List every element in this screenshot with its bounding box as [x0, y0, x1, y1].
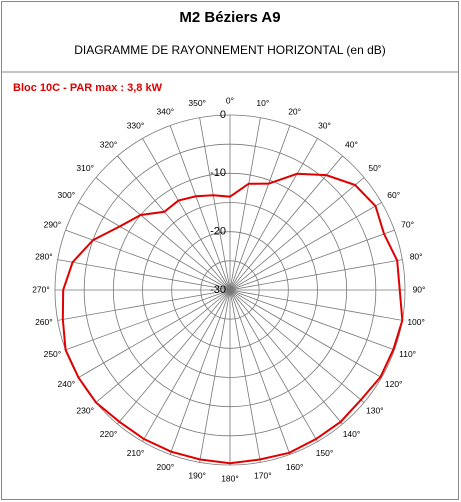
spoke [57, 259, 231, 291]
angle-label: 120° [385, 379, 403, 389]
spoke [57, 289, 231, 321]
angle-label: 180° [221, 473, 239, 483]
angle-label: 250° [44, 349, 62, 359]
spoke [229, 289, 403, 321]
angle-label: 20° [288, 107, 301, 117]
spoke [229, 202, 382, 291]
angle-label: 280° [35, 251, 53, 261]
angle-label: 100° [407, 317, 425, 327]
series-line [61, 172, 404, 465]
angle-label: 140° [343, 429, 361, 439]
angle-label: 70° [401, 220, 414, 230]
angle-label: 240° [58, 379, 76, 389]
spoke [229, 289, 365, 403]
spoke [229, 289, 395, 351]
spoke [78, 202, 231, 291]
angle-label: 340° [157, 107, 175, 117]
spoke [142, 138, 231, 291]
spoke [117, 155, 231, 291]
angle-label: 220° [100, 429, 118, 439]
angle-label: 190° [188, 470, 206, 480]
angle-label: 60° [387, 190, 400, 200]
angle-label: 150° [316, 448, 334, 458]
angle-label: 90° [413, 284, 426, 294]
angle-label: 80° [410, 251, 423, 261]
spoke [95, 289, 231, 403]
spoke [229, 259, 403, 291]
spoke [229, 125, 291, 291]
spoke [229, 155, 343, 291]
angle-label: 310° [76, 163, 94, 173]
angle-label: 260° [35, 317, 53, 327]
legend-label: Bloc 10C - PAR max : 3,8 kW [13, 82, 163, 94]
r-tick-label: -30 [210, 284, 226, 296]
spoke [169, 125, 231, 291]
spoke [229, 289, 343, 425]
spoke [229, 138, 318, 291]
angle-label: 0° [226, 95, 234, 105]
r-tick-label: 0 [220, 109, 226, 121]
angle-label: 170° [254, 470, 272, 480]
spoke [199, 289, 231, 463]
spoke [229, 289, 261, 463]
angle-label: 210° [127, 448, 145, 458]
chart-title: M2 Béziers A9 [179, 9, 280, 26]
angle-label: 200° [157, 462, 175, 472]
spoke [199, 117, 231, 291]
spoke [229, 289, 318, 442]
angle-label: 160° [286, 462, 304, 472]
spoke [229, 289, 291, 455]
spoke [229, 229, 395, 291]
angle-label: 230° [76, 406, 94, 416]
angle-label: 40° [345, 139, 358, 149]
angle-label: 30° [318, 121, 331, 131]
r-tick-label: -10 [210, 167, 226, 179]
spoke [229, 117, 261, 291]
spoke [65, 289, 231, 351]
spoke [117, 289, 231, 425]
chart-subtitle: DIAGRAMME DE RAYONNEMENT HORIZONTAL (en … [74, 43, 386, 57]
spoke [142, 289, 231, 442]
angle-label: 130° [366, 406, 384, 416]
angle-label: 320° [100, 139, 118, 149]
spoke [169, 289, 231, 455]
spoke [95, 177, 231, 291]
angle-label: 10° [256, 98, 269, 108]
angle-label: 330° [127, 121, 145, 131]
spoke [78, 289, 231, 378]
r-tick-label: -20 [210, 226, 226, 238]
angle-label: 110° [399, 349, 416, 359]
spoke [229, 289, 382, 378]
angle-label: 50° [368, 163, 381, 173]
spoke [229, 177, 365, 291]
angle-label: 300° [58, 190, 76, 200]
angle-label: 290° [44, 220, 62, 230]
angle-label: 270° [32, 284, 50, 294]
angle-label: 350° [188, 98, 206, 108]
